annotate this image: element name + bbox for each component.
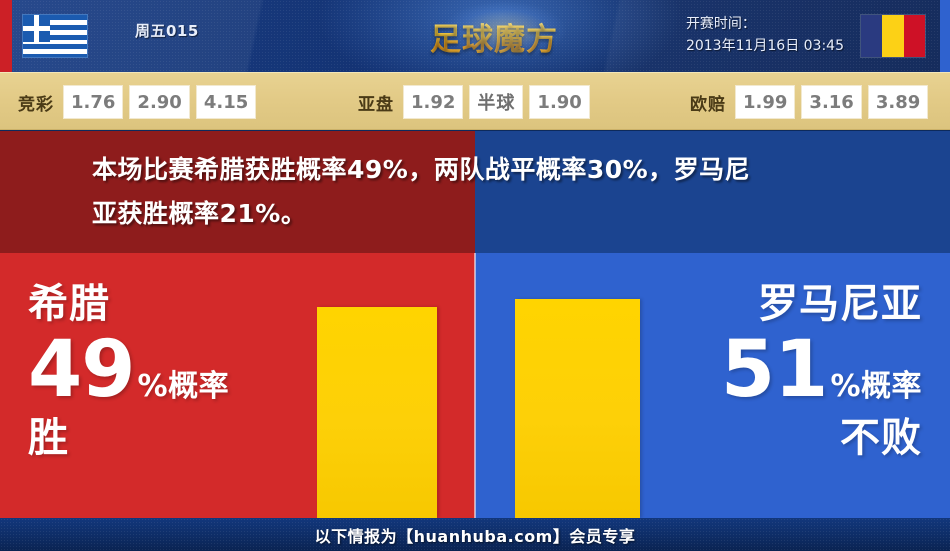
- odds-value[interactable]: 1.92: [403, 85, 464, 119]
- home-probability-value: 49: [28, 325, 136, 415]
- away-probability-value: 51: [720, 325, 829, 415]
- away-probability-bar: [515, 299, 640, 518]
- odds-value[interactable]: 2.90: [129, 85, 190, 119]
- statement-line-1: 本场比赛希腊获胜概率49%，两队战平概率30%，罗马尼: [92, 155, 751, 184]
- odds-group-yapan: 亚盘 1.92 半球 1.90: [358, 84, 596, 120]
- away-probability-suffix: %概率: [830, 369, 922, 404]
- statement-right-half: [475, 131, 950, 253]
- odds-group-oupei: 欧赔 1.99 3.16 3.89: [690, 84, 934, 120]
- greece-flag-icon: [22, 14, 88, 58]
- away-team-name: 罗马尼亚: [758, 281, 922, 327]
- logo-glow: [406, 0, 582, 72]
- odds-group-jingcai: 竞彩 1.76 2.90 4.15: [18, 84, 262, 120]
- header-bar: 周五015 足球魔方 开赛时间： 2013年11月16日 03:45: [0, 0, 950, 72]
- kickoff-value: 2013年11月16日 03:45: [685, 38, 844, 54]
- footer-bar: 以下情报为【huanhuba.com】会员专享: [0, 518, 950, 551]
- statement-left-half: [0, 131, 475, 253]
- odds-value[interactable]: 1.99: [735, 85, 796, 119]
- odds-value[interactable]: 3.16: [801, 85, 862, 119]
- match-number-label: 周五015: [135, 22, 199, 40]
- odds-group-label: 欧赔: [690, 94, 726, 115]
- home-probability-suffix: %概率: [137, 369, 230, 404]
- footer-notice-text: 以下情报为【huanhuba.com】会员专享: [314, 526, 636, 546]
- home-team-name: 希腊: [28, 281, 110, 327]
- home-verdict-label: 胜: [28, 415, 69, 461]
- home-probability-bar: [317, 307, 437, 518]
- odds-handicap-value[interactable]: 半球: [469, 85, 524, 119]
- probability-panels: 希腊 49 %概率 胜 罗马尼亚 51 %概率 不败: [0, 253, 950, 518]
- odds-group-label: 竞彩: [18, 94, 54, 115]
- header-left-red-edge: [0, 0, 12, 72]
- statement-band: 本场比赛希腊获胜概率49%，两队战平概率30%，罗马尼 亚获胜概率21%。: [0, 131, 950, 253]
- statement-text: 本场比赛希腊获胜概率49%，两队战平概率30%，罗马尼 亚获胜概率21%。: [92, 148, 882, 236]
- header-right-blue-edge: [940, 0, 950, 72]
- kickoff-label: 开赛时间：: [685, 16, 756, 32]
- odds-value[interactable]: 1.76: [63, 85, 124, 119]
- header-diagonal-sheen: [0, 0, 950, 72]
- odds-value[interactable]: 3.89: [867, 85, 929, 119]
- home-team-stats: 希腊 49 %概率 胜: [28, 281, 278, 461]
- site-logo[interactable]: 足球魔方: [406, 0, 582, 72]
- kickoff-time-block: 开赛时间： 2013年11月16日 03:45: [686, 13, 844, 57]
- site-logo-text: 足球魔方: [430, 14, 558, 59]
- header-dot-texture: [0, 0, 950, 72]
- odds-bar: 竞彩 1.76 2.90 4.15 亚盘 1.92 半球 1.90 欧赔 1.9…: [0, 72, 950, 130]
- statement-line-2: 亚获胜概率21%。: [92, 199, 307, 228]
- odds-value[interactable]: 4.15: [195, 85, 257, 119]
- away-verdict-label: 不败: [840, 415, 922, 461]
- footer-dot-texture: [0, 518, 950, 551]
- romania-flag-icon: [860, 14, 926, 58]
- away-team-stats: 罗马尼亚 51 %概率 不败: [652, 281, 922, 461]
- odds-group-label: 亚盘: [358, 94, 394, 115]
- odds-value[interactable]: 1.90: [529, 85, 590, 119]
- panel-divider: [474, 253, 476, 518]
